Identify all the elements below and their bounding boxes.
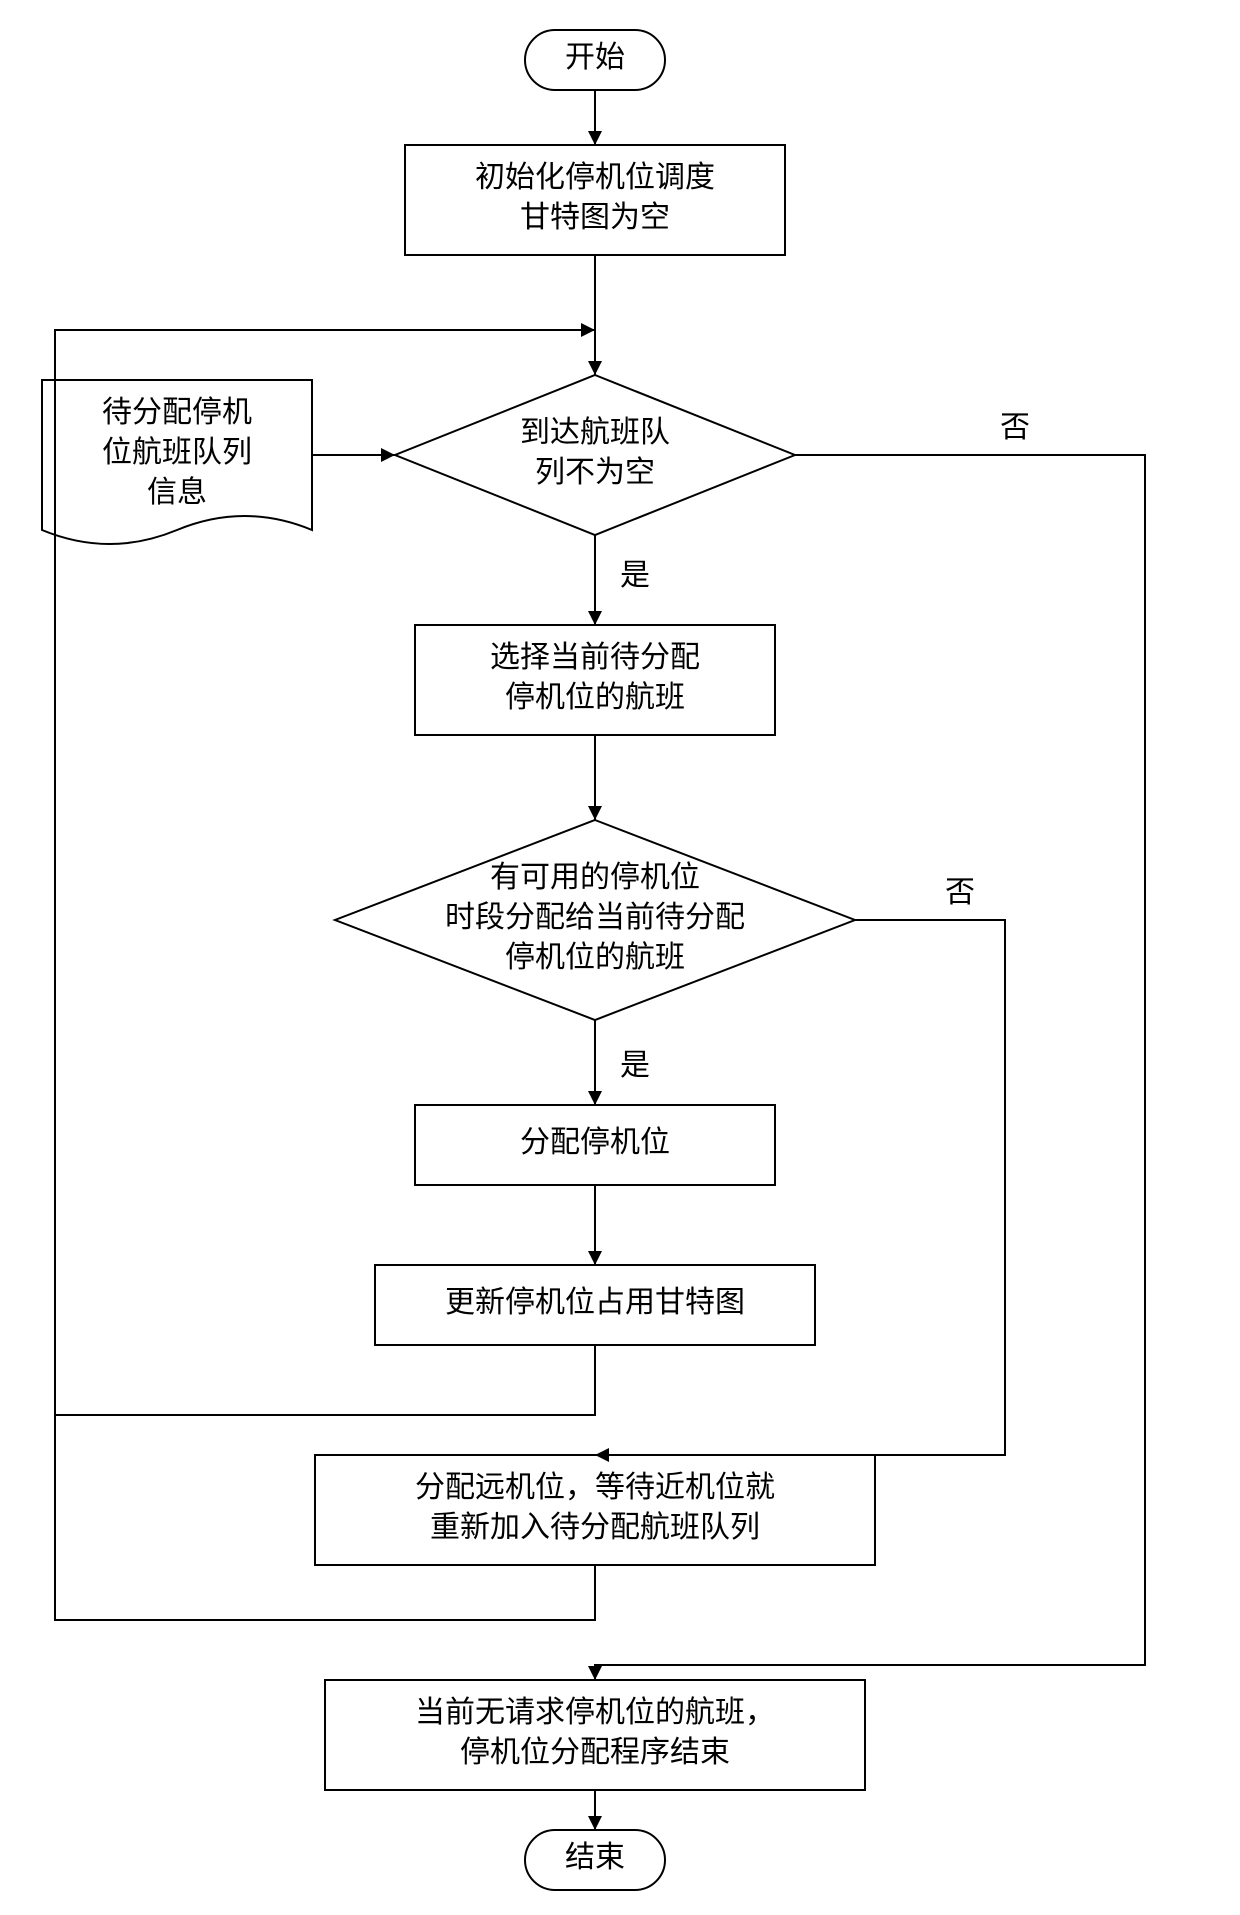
- edge-label-8: 否: [945, 876, 975, 909]
- queue-text-2: 信息: [147, 476, 207, 509]
- select-text-1: 停机位的航班: [505, 681, 685, 714]
- arrowhead: [588, 1091, 602, 1105]
- arrowhead: [588, 1251, 602, 1265]
- edge-label-10: 否: [1000, 411, 1030, 444]
- dec1-text-1: 列不为空: [535, 456, 655, 489]
- edge-label-5: 是: [620, 1049, 650, 1082]
- queue-text-0: 待分配停机: [102, 396, 252, 429]
- noreq-text-0: 当前无请求停机位的航班，: [415, 1696, 775, 1729]
- arrowhead: [595, 1448, 609, 1462]
- arrowhead: [381, 448, 395, 462]
- update-text-0: 更新停机位占用甘特图: [445, 1286, 745, 1319]
- edge-8: [595, 920, 1005, 1455]
- dec1-text-0: 到达航班队: [520, 416, 670, 449]
- arrowhead: [588, 1666, 602, 1680]
- arrowhead: [588, 131, 602, 145]
- start-text-0: 开始: [565, 41, 625, 74]
- alloc-text-0: 分配停机位: [520, 1126, 670, 1159]
- dec2-text-0: 有可用的停机位: [490, 861, 700, 894]
- queue-text-1: 位航班队列: [102, 436, 252, 469]
- select-text-0: 选择当前待分配: [490, 641, 700, 674]
- arrowhead: [588, 806, 602, 820]
- flowchart-diagram: 开始初始化停机位调度甘特图为空待分配停机位航班队列信息 到达航班队列不为空选择当前…: [0, 0, 1240, 1910]
- remote-text-0: 分配远机位，等待近机位就: [415, 1471, 775, 1504]
- dec2-text-1: 时段分配给当前待分配: [445, 901, 745, 934]
- remote-text-1: 重新加入待分配航班队列: [430, 1511, 760, 1544]
- arrowhead: [581, 323, 595, 337]
- init-text-0: 初始化停机位调度: [475, 161, 715, 194]
- arrowhead: [588, 611, 602, 625]
- dec2-text-2: 停机位的航班: [505, 941, 685, 974]
- arrowhead: [588, 1816, 602, 1830]
- init-text-1: 甘特图为空: [520, 201, 670, 234]
- arrowhead: [588, 361, 602, 375]
- noreq-text-1: 停机位分配程序结束: [460, 1736, 730, 1769]
- edge-label-3: 是: [620, 559, 650, 592]
- end-text-0: 结束: [565, 1841, 625, 1874]
